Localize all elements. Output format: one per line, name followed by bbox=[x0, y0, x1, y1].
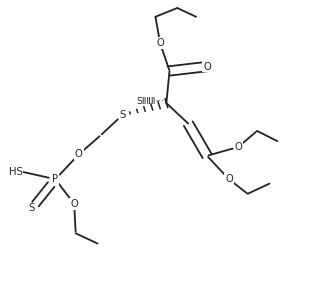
Text: SⅡⅡⅡ···: SⅡⅡⅡ··· bbox=[137, 97, 165, 106]
Text: O: O bbox=[156, 38, 164, 48]
Text: O: O bbox=[75, 149, 83, 159]
Text: O: O bbox=[203, 61, 211, 71]
Text: O: O bbox=[235, 142, 242, 152]
Text: HS: HS bbox=[9, 167, 23, 177]
Text: P: P bbox=[52, 174, 58, 184]
Text: S: S bbox=[29, 203, 35, 213]
Text: O: O bbox=[70, 199, 78, 209]
Text: S: S bbox=[120, 110, 126, 120]
Text: O: O bbox=[225, 174, 233, 184]
